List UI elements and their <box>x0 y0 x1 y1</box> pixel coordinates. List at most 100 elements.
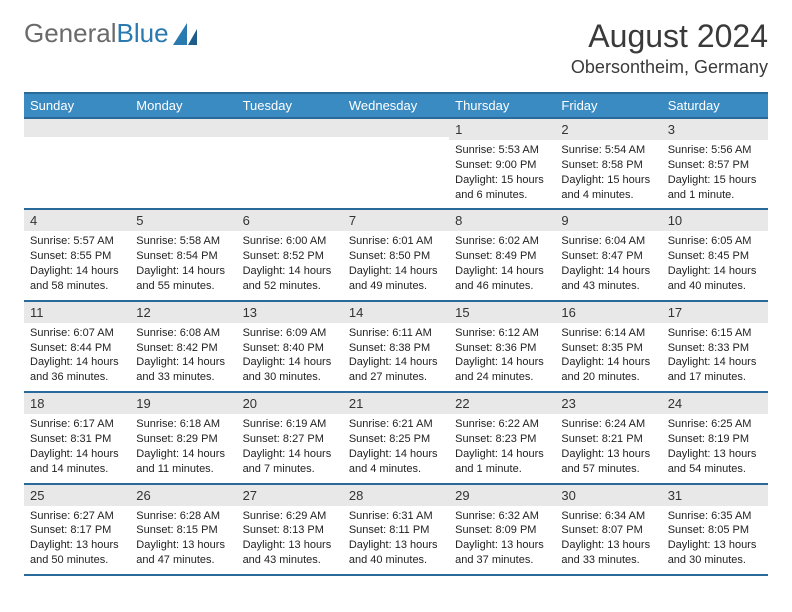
sunset-text: Sunset: 8:52 PM <box>243 249 337 264</box>
day-details: Sunrise: 6:29 AMSunset: 8:13 PMDaylight:… <box>237 506 343 574</box>
daylight-text: Daylight: 14 hours and 43 minutes. <box>561 264 655 294</box>
calendar-day-cell: 24Sunrise: 6:25 AMSunset: 8:19 PMDayligh… <box>662 392 768 483</box>
day-details: Sunrise: 6:11 AMSunset: 8:38 PMDaylight:… <box>343 323 449 391</box>
day-number: 20 <box>237 393 343 414</box>
day-number: 19 <box>130 393 236 414</box>
sunset-text: Sunset: 8:15 PM <box>136 523 230 538</box>
day-details: Sunrise: 6:27 AMSunset: 8:17 PMDaylight:… <box>24 506 130 574</box>
calendar-day-cell: 8Sunrise: 6:02 AMSunset: 8:49 PMDaylight… <box>449 209 555 300</box>
sunset-text: Sunset: 8:31 PM <box>30 432 124 447</box>
day-details <box>24 137 130 197</box>
sunset-text: Sunset: 8:40 PM <box>243 341 337 356</box>
calendar-day-cell: 22Sunrise: 6:22 AMSunset: 8:23 PMDayligh… <box>449 392 555 483</box>
sunrise-text: Sunrise: 6:14 AM <box>561 326 655 341</box>
day-number: 29 <box>449 485 555 506</box>
day-number: 31 <box>662 485 768 506</box>
sunrise-text: Sunrise: 6:04 AM <box>561 234 655 249</box>
daylight-text: Daylight: 14 hours and 11 minutes. <box>136 447 230 477</box>
sunset-text: Sunset: 8:13 PM <box>243 523 337 538</box>
day-details: Sunrise: 5:58 AMSunset: 8:54 PMDaylight:… <box>130 231 236 299</box>
sunrise-text: Sunrise: 6:12 AM <box>455 326 549 341</box>
sunrise-text: Sunrise: 6:18 AM <box>136 417 230 432</box>
day-header: Friday <box>555 93 661 118</box>
sunset-text: Sunset: 8:49 PM <box>455 249 549 264</box>
daylight-text: Daylight: 13 hours and 40 minutes. <box>349 538 443 568</box>
sunset-text: Sunset: 8:07 PM <box>561 523 655 538</box>
sunset-text: Sunset: 8:17 PM <box>30 523 124 538</box>
sunset-text: Sunset: 8:35 PM <box>561 341 655 356</box>
day-number: 21 <box>343 393 449 414</box>
sunrise-text: Sunrise: 5:58 AM <box>136 234 230 249</box>
logo: GeneralBlue <box>24 18 199 49</box>
daylight-text: Daylight: 14 hours and 52 minutes. <box>243 264 337 294</box>
day-number: 28 <box>343 485 449 506</box>
day-details <box>343 137 449 197</box>
sunrise-text: Sunrise: 6:07 AM <box>30 326 124 341</box>
sunrise-text: Sunrise: 6:28 AM <box>136 509 230 524</box>
daylight-text: Daylight: 14 hours and 40 minutes. <box>668 264 762 294</box>
calendar-day-cell <box>343 118 449 209</box>
sunset-text: Sunset: 9:00 PM <box>455 158 549 173</box>
day-header: Wednesday <box>343 93 449 118</box>
day-number: 11 <box>24 302 130 323</box>
daylight-text: Daylight: 13 hours and 47 minutes. <box>136 538 230 568</box>
sunrise-text: Sunrise: 5:53 AM <box>455 143 549 158</box>
day-details: Sunrise: 6:15 AMSunset: 8:33 PMDaylight:… <box>662 323 768 391</box>
day-number: 1 <box>449 119 555 140</box>
sunrise-text: Sunrise: 6:24 AM <box>561 417 655 432</box>
day-number: 5 <box>130 210 236 231</box>
sunrise-text: Sunrise: 6:21 AM <box>349 417 443 432</box>
day-details: Sunrise: 6:35 AMSunset: 8:05 PMDaylight:… <box>662 506 768 574</box>
day-details: Sunrise: 5:57 AMSunset: 8:55 PMDaylight:… <box>24 231 130 299</box>
day-header: Thursday <box>449 93 555 118</box>
sunset-text: Sunset: 8:54 PM <box>136 249 230 264</box>
day-details: Sunrise: 6:19 AMSunset: 8:27 PMDaylight:… <box>237 414 343 482</box>
day-number <box>237 119 343 137</box>
sunset-text: Sunset: 8:42 PM <box>136 341 230 356</box>
day-number <box>343 119 449 137</box>
daylight-text: Daylight: 13 hours and 43 minutes. <box>243 538 337 568</box>
calendar-day-cell: 13Sunrise: 6:09 AMSunset: 8:40 PMDayligh… <box>237 301 343 392</box>
daylight-text: Daylight: 14 hours and 30 minutes. <box>243 355 337 385</box>
day-number: 16 <box>555 302 661 323</box>
sunset-text: Sunset: 8:27 PM <box>243 432 337 447</box>
daylight-text: Daylight: 14 hours and 14 minutes. <box>30 447 124 477</box>
day-details: Sunrise: 6:12 AMSunset: 8:36 PMDaylight:… <box>449 323 555 391</box>
sunrise-text: Sunrise: 6:22 AM <box>455 417 549 432</box>
calendar-day-cell: 2Sunrise: 5:54 AMSunset: 8:58 PMDaylight… <box>555 118 661 209</box>
day-number <box>24 119 130 137</box>
day-number: 22 <box>449 393 555 414</box>
daylight-text: Daylight: 14 hours and 58 minutes. <box>30 264 124 294</box>
calendar-day-cell: 20Sunrise: 6:19 AMSunset: 8:27 PMDayligh… <box>237 392 343 483</box>
sunset-text: Sunset: 8:47 PM <box>561 249 655 264</box>
day-number <box>130 119 236 137</box>
daylight-text: Daylight: 13 hours and 57 minutes. <box>561 447 655 477</box>
calendar-day-cell: 19Sunrise: 6:18 AMSunset: 8:29 PMDayligh… <box>130 392 236 483</box>
sunset-text: Sunset: 8:21 PM <box>561 432 655 447</box>
calendar-day-cell <box>237 118 343 209</box>
calendar-day-cell: 27Sunrise: 6:29 AMSunset: 8:13 PMDayligh… <box>237 484 343 575</box>
sunrise-text: Sunrise: 6:34 AM <box>561 509 655 524</box>
day-number: 8 <box>449 210 555 231</box>
sunrise-text: Sunrise: 6:09 AM <box>243 326 337 341</box>
calendar-day-cell <box>24 118 130 209</box>
calendar-day-cell: 7Sunrise: 6:01 AMSunset: 8:50 PMDaylight… <box>343 209 449 300</box>
daylight-text: Daylight: 15 hours and 1 minute. <box>668 173 762 203</box>
sunrise-text: Sunrise: 6:15 AM <box>668 326 762 341</box>
sunset-text: Sunset: 8:23 PM <box>455 432 549 447</box>
sunrise-text: Sunrise: 6:19 AM <box>243 417 337 432</box>
sunrise-text: Sunrise: 6:08 AM <box>136 326 230 341</box>
calendar-day-cell: 9Sunrise: 6:04 AMSunset: 8:47 PMDaylight… <box>555 209 661 300</box>
calendar-body: 1 Sunrise: 5:53 AMSunset: 9:00 PM Daylight… <box>24 118 768 575</box>
sunrise-text: Sunrise: 6:05 AM <box>668 234 762 249</box>
logo-sail-icon <box>173 23 199 45</box>
title-block: August 2024 Obersontheim, Germany <box>571 18 768 78</box>
logo-text-general: General <box>24 18 117 49</box>
day-number: 7 <box>343 210 449 231</box>
daylight-text: Daylight: 13 hours and 50 minutes. <box>30 538 124 568</box>
daylight-text: Daylight: 15 hours and 4 minutes. <box>561 173 655 203</box>
sunrise-text: Sunrise: 5:56 AM <box>668 143 762 158</box>
daylight-text: Daylight: 14 hours and 20 minutes. <box>561 355 655 385</box>
day-header: Sunday <box>24 93 130 118</box>
sunset-text: Sunset: 8:57 PM <box>668 158 762 173</box>
